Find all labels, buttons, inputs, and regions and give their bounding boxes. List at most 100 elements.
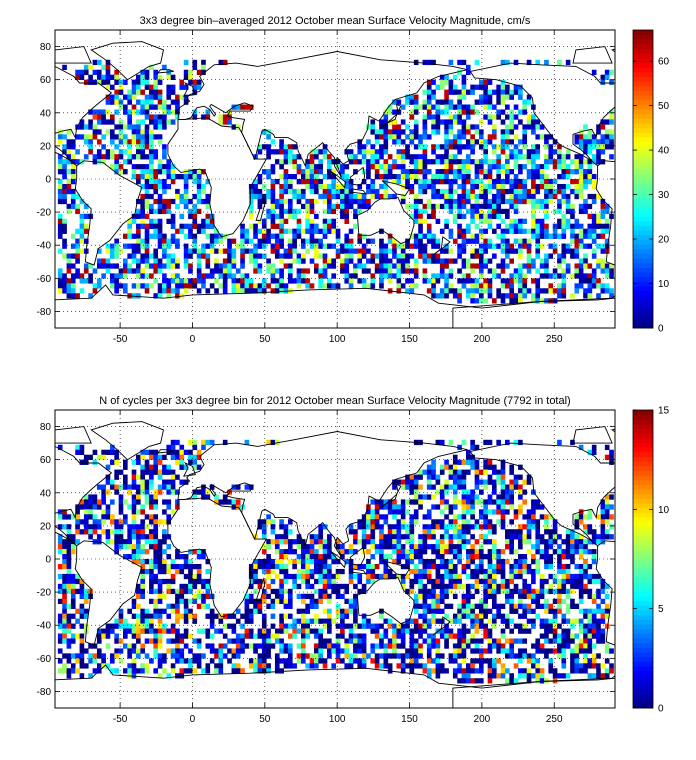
heatmap-cell bbox=[609, 119, 614, 125]
heatmap-cell bbox=[478, 179, 484, 185]
heatmap-cell bbox=[379, 144, 384, 150]
heatmap-cell bbox=[552, 268, 558, 274]
heatmap-cell bbox=[461, 539, 467, 545]
heatmap-cell bbox=[166, 499, 172, 505]
heatmap-cell bbox=[439, 174, 445, 180]
heatmap-cell bbox=[478, 288, 484, 294]
heatmap-cell bbox=[500, 149, 506, 155]
heatmap-cell bbox=[431, 474, 436, 480]
heatmap-cell bbox=[474, 554, 480, 560]
heatmap-cell bbox=[557, 174, 562, 180]
heatmap-cell bbox=[274, 563, 280, 570]
heatmap-cell bbox=[188, 268, 193, 274]
heatmap-cell bbox=[366, 188, 371, 195]
heatmap-cell bbox=[170, 628, 176, 634]
heatmap-cell bbox=[544, 144, 549, 150]
heatmap-cell bbox=[153, 198, 159, 205]
heatmap-cell bbox=[496, 549, 501, 555]
heatmap-cell bbox=[452, 593, 458, 600]
heatmap-cell bbox=[496, 613, 501, 619]
heatmap-cell bbox=[166, 504, 172, 510]
heatmap-cell bbox=[426, 514, 432, 520]
heatmap-cell bbox=[75, 444, 80, 451]
heatmap-cell bbox=[309, 573, 315, 580]
heatmap-cell bbox=[478, 268, 484, 274]
heatmap-cell bbox=[88, 514, 93, 520]
heatmap-cell bbox=[344, 273, 350, 279]
coastline bbox=[679, 70, 695, 73]
heatmap-cell bbox=[96, 69, 102, 75]
heatmap-cell bbox=[205, 559, 211, 565]
colorbar-swatch bbox=[633, 127, 653, 133]
heatmap-cell bbox=[296, 218, 302, 224]
heatmap-cell bbox=[522, 539, 528, 545]
heatmap-cell bbox=[457, 94, 462, 100]
heatmap-cell bbox=[309, 593, 315, 600]
heatmap-cell bbox=[136, 293, 141, 299]
heatmap-cell bbox=[331, 183, 337, 190]
heatmap-cell bbox=[457, 198, 462, 205]
heatmap-cell bbox=[457, 293, 462, 299]
heatmap-cell bbox=[591, 613, 597, 619]
heatmap-cell bbox=[188, 598, 193, 604]
heatmap-cell bbox=[557, 563, 562, 570]
heatmap-cell bbox=[374, 134, 380, 140]
heatmap-cell bbox=[509, 618, 515, 624]
coastline bbox=[351, 188, 368, 195]
heatmap-cell bbox=[153, 179, 159, 185]
heatmap-cell bbox=[183, 198, 189, 205]
heatmap-cell bbox=[157, 568, 163, 575]
heatmap-cell bbox=[261, 613, 267, 619]
heatmap-cell bbox=[57, 154, 63, 160]
heatmap-cell bbox=[426, 479, 432, 485]
heatmap-cell bbox=[487, 578, 493, 585]
heatmap-cell bbox=[105, 539, 111, 545]
heatmap-cell bbox=[318, 228, 323, 234]
heatmap-cell bbox=[492, 464, 497, 470]
heatmap-cell bbox=[379, 273, 384, 279]
heatmap-cell bbox=[244, 484, 250, 490]
heatmap-cell bbox=[444, 573, 449, 580]
heatmap-cell bbox=[383, 188, 389, 195]
heatmap-cell bbox=[227, 623, 232, 629]
heatmap-cell bbox=[140, 593, 146, 600]
heatmap-cell bbox=[379, 514, 384, 520]
heatmap-cell bbox=[279, 228, 284, 234]
heatmap-cell bbox=[196, 208, 202, 215]
heatmap-cell bbox=[166, 628, 172, 634]
heatmap-cell bbox=[548, 193, 554, 200]
heatmap-cell bbox=[209, 484, 215, 490]
heatmap-cell bbox=[296, 154, 302, 160]
heatmap-cell bbox=[279, 139, 284, 145]
heatmap-cell bbox=[539, 169, 545, 175]
heatmap-cell bbox=[248, 248, 254, 254]
colorbar-tick-label: 30 bbox=[658, 190, 670, 201]
heatmap-cell bbox=[392, 509, 397, 515]
heatmap-cell bbox=[492, 623, 497, 629]
heatmap-cell bbox=[188, 74, 193, 80]
heatmap-cell bbox=[149, 149, 154, 155]
heatmap-cell bbox=[418, 484, 423, 490]
heatmap-cell bbox=[487, 524, 493, 530]
heatmap-cell bbox=[557, 588, 562, 595]
heatmap-cell bbox=[57, 288, 63, 294]
heatmap-cell bbox=[170, 439, 176, 446]
heatmap-cell bbox=[70, 243, 76, 249]
heatmap-cell bbox=[431, 613, 436, 619]
heatmap-cell bbox=[127, 233, 132, 239]
heatmap-cell bbox=[123, 618, 128, 624]
heatmap-cell bbox=[79, 288, 85, 294]
heatmap-cell bbox=[240, 288, 245, 294]
heatmap-cell bbox=[609, 494, 614, 500]
heatmap-cell bbox=[118, 529, 124, 535]
heatmap-cell bbox=[587, 288, 593, 294]
heatmap-cell bbox=[109, 243, 115, 249]
heatmap-cell bbox=[140, 223, 146, 229]
heatmap-cell bbox=[144, 179, 150, 185]
heatmap-cell bbox=[153, 94, 159, 100]
heatmap-cell bbox=[70, 253, 76, 259]
heatmap-cell bbox=[127, 539, 132, 545]
heatmap-cell bbox=[83, 139, 89, 145]
heatmap-cell bbox=[183, 563, 189, 570]
heatmap-cell bbox=[478, 134, 484, 140]
